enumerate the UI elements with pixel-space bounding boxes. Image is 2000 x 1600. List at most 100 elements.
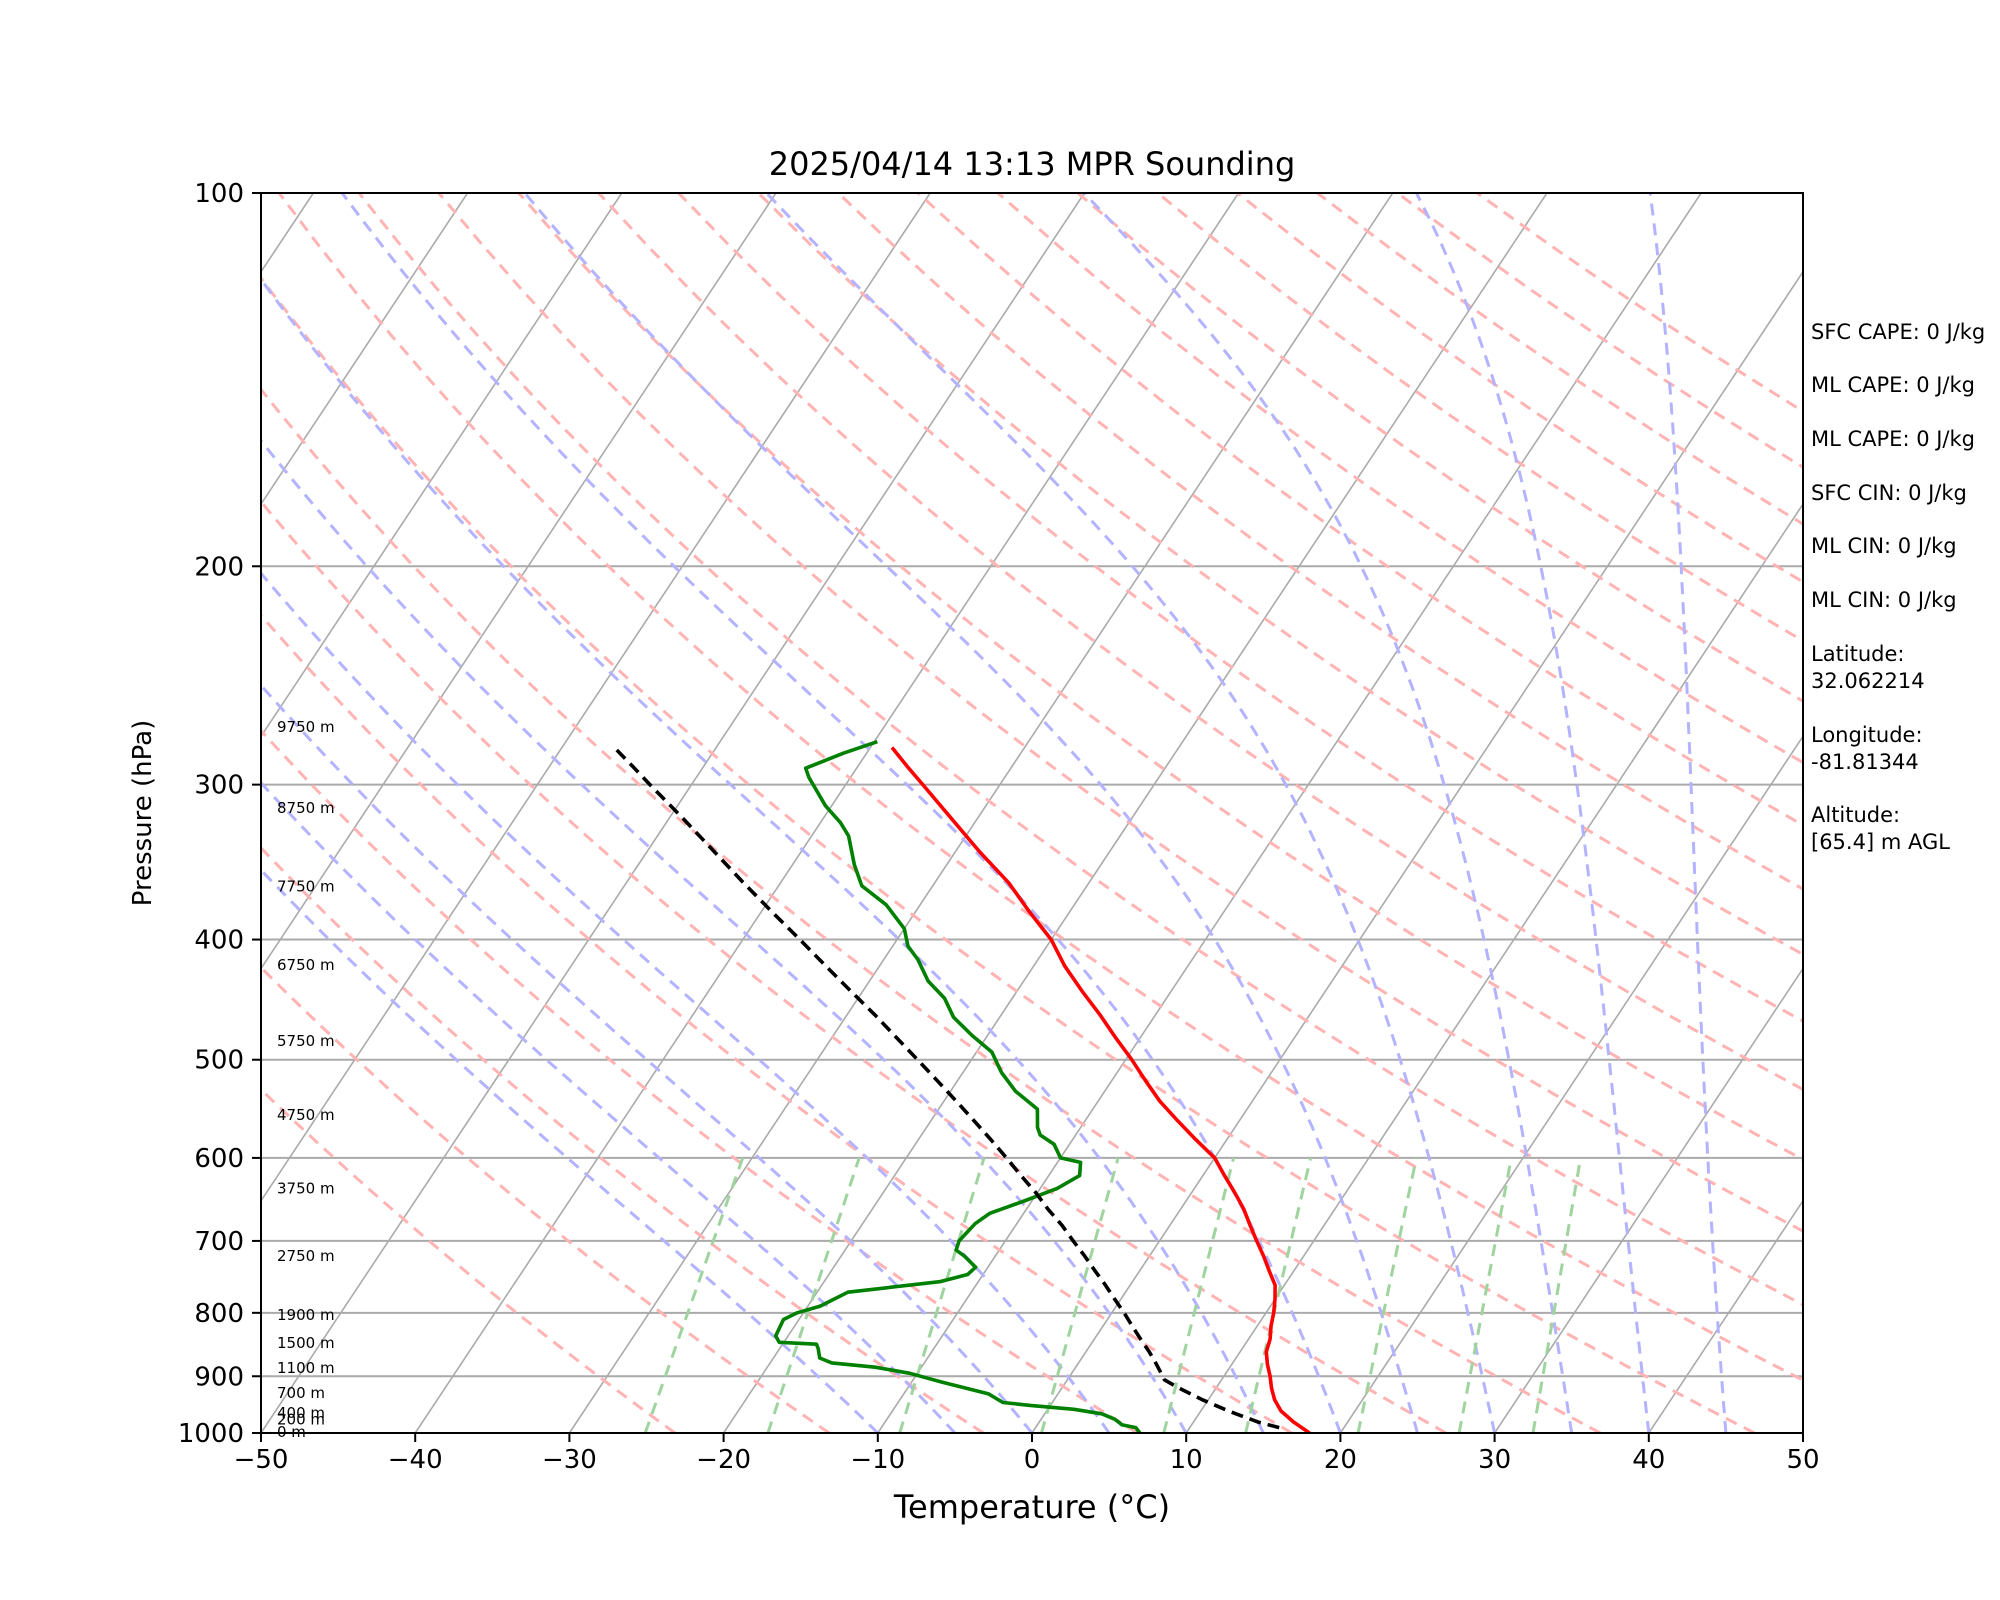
dry-adiabat-line bbox=[277, 193, 1803, 1382]
height-label: 200 m bbox=[277, 1410, 325, 1428]
height-label: 7750 m bbox=[277, 877, 335, 895]
height-label: 1900 m bbox=[277, 1306, 335, 1324]
x-tick-label: 0 bbox=[1024, 1445, 1041, 1475]
moist-adiabat-line bbox=[261, 438, 1188, 1433]
y-tick-label: 400 bbox=[194, 926, 244, 956]
height-label: 2750 m bbox=[277, 1247, 335, 1265]
mixing-ratio-line bbox=[1457, 1157, 1513, 1433]
moist-adiabat-line bbox=[1083, 193, 1574, 1433]
x-tick-label: −30 bbox=[542, 1445, 597, 1475]
moist-adiabat-line bbox=[261, 867, 879, 1433]
isotherm-line bbox=[0, 193, 5, 1433]
height-label: 8750 m bbox=[277, 799, 335, 817]
y-axis-ticks: 100 200 300 400 500 600 700 800 900 1000 bbox=[178, 179, 261, 1449]
ml-cape-text: ML CAPE: 0 J/kg bbox=[1811, 373, 1976, 397]
y-tick-label: 600 bbox=[194, 1144, 244, 1174]
mixing-ratio-line bbox=[1040, 1157, 1120, 1433]
x-tick-label: −40 bbox=[388, 1445, 443, 1475]
ml-cape-text-2: ML CAPE: 0 J/kg bbox=[1811, 427, 1976, 451]
height-label: 3750 m bbox=[277, 1179, 335, 1197]
moist-adiabat-line bbox=[1415, 193, 1651, 1433]
dewpoint-line bbox=[773, 739, 1142, 1433]
x-tick-label: 50 bbox=[1786, 1445, 1819, 1475]
isotherm-line bbox=[1185, 502, 1803, 1433]
mixing-ratio-line bbox=[643, 1157, 745, 1433]
sfc-cape-text: SFC CAPE: 0 J/kg bbox=[1811, 320, 1986, 344]
background-lines bbox=[0, 193, 1803, 1433]
temperature-line bbox=[890, 746, 1311, 1433]
height-label: 400 m bbox=[277, 1404, 325, 1422]
dry-adiabat-line bbox=[597, 193, 1803, 1092]
mixing-ratio-line bbox=[1356, 1157, 1418, 1433]
mixing-ratio-line bbox=[766, 1157, 861, 1433]
x-tick-label: −20 bbox=[696, 1445, 751, 1475]
y-tick-label: 1000 bbox=[178, 1419, 244, 1449]
dry-adiabat-line bbox=[261, 499, 1447, 1433]
y-tick-label: 500 bbox=[194, 1046, 244, 1076]
dry-adiabat-line bbox=[677, 193, 1803, 1023]
mixing-ratio-line bbox=[1531, 1157, 1583, 1433]
profile-lines bbox=[613, 739, 1311, 1433]
dry-adiabat-line bbox=[261, 965, 831, 1433]
mixing-ratio-line bbox=[1244, 1157, 1313, 1433]
y-tick-label: 800 bbox=[194, 1299, 244, 1329]
dry-adiabat-line bbox=[437, 193, 1803, 1233]
ml-cin-text: ML CIN: 0 J/kg bbox=[1811, 534, 1957, 558]
y-tick-label: 300 bbox=[194, 771, 244, 801]
isotherm-line bbox=[877, 193, 1702, 1433]
x-tick-label: −50 bbox=[234, 1445, 289, 1475]
isotherm-line bbox=[261, 193, 623, 738]
height-label: 6750 m bbox=[277, 956, 335, 974]
y-tick-label: 100 bbox=[194, 179, 244, 209]
parcel-path-line bbox=[613, 746, 1280, 1430]
dry-adiabat-line bbox=[261, 845, 985, 1433]
isotherm-line bbox=[261, 193, 469, 506]
x-axis-ticks: −50 −40 −30 −20 −10 0 10 20 30 40 50 bbox=[234, 1433, 1820, 1475]
moist-adiabat-line bbox=[261, 276, 1265, 1433]
y-axis-label: Pressure (hPa) bbox=[128, 720, 158, 907]
isotherm-line bbox=[261, 193, 1086, 1433]
dry-adiabat-line bbox=[261, 386, 1601, 1433]
x-tick-label: 30 bbox=[1478, 1445, 1511, 1475]
height-label: 9750 m bbox=[277, 718, 335, 736]
isotherm-line bbox=[568, 193, 1394, 1433]
x-tick-label: 10 bbox=[1170, 1445, 1203, 1475]
isotherm-line bbox=[1339, 734, 1803, 1433]
dry-adiabat-line bbox=[261, 728, 1139, 1433]
moist-adiabat-line bbox=[1648, 193, 1728, 1433]
y-tick-label: 200 bbox=[194, 552, 244, 582]
isotherm-line bbox=[1493, 967, 1803, 1433]
isotherm-line bbox=[722, 193, 1548, 1433]
x-axis-label: Temperature (°C) bbox=[893, 1488, 1170, 1526]
chart-title: 2025/04/14 13:13 MPR Sounding bbox=[769, 145, 1296, 183]
dry-adiabat-line bbox=[996, 193, 1803, 765]
dry-adiabat-line bbox=[261, 1087, 676, 1433]
height-label: 5750 m bbox=[277, 1032, 335, 1050]
mixing-ratio-line bbox=[898, 1157, 986, 1433]
height-label: 700 m bbox=[277, 1384, 325, 1402]
isotherm-line bbox=[261, 193, 931, 1203]
altitude-text: Altitude: [65.4] m AGL bbox=[1811, 803, 1950, 854]
isotherm-line bbox=[1648, 1199, 1803, 1433]
height-label: 4750 m bbox=[277, 1106, 335, 1124]
pressure-gridlines bbox=[261, 565, 1803, 1378]
x-tick-label: 20 bbox=[1324, 1445, 1357, 1475]
height-label: 1500 m bbox=[277, 1334, 335, 1352]
dry-adiabat-line bbox=[261, 275, 1756, 1433]
sfc-cin-text: SFC CIN: 0 J/kg bbox=[1811, 481, 1967, 505]
moist-adiabat-line bbox=[765, 193, 1497, 1433]
x-tick-label: −10 bbox=[850, 1445, 905, 1475]
moist-adiabat-line bbox=[261, 570, 1111, 1433]
height-label: 1100 m bbox=[277, 1359, 335, 1377]
isotherm-line bbox=[1031, 270, 1803, 1433]
dry-adiabat-line bbox=[917, 193, 1803, 827]
y-tick-label: 900 bbox=[194, 1362, 244, 1392]
ml-cin-text-2: ML CIN: 0 J/kg bbox=[1811, 588, 1957, 612]
longitude-text: Longitude: -81.81344 bbox=[1811, 723, 1923, 774]
moist-adiabat-line bbox=[261, 780, 957, 1433]
moist-adiabat-line bbox=[340, 193, 1342, 1433]
y-tick-label: 700 bbox=[194, 1227, 244, 1257]
moist-adiabat-line bbox=[523, 193, 1419, 1433]
